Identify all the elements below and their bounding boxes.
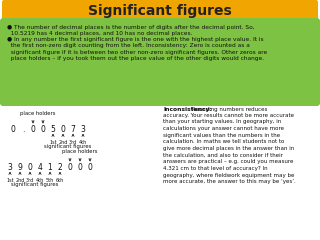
Text: significant figures: significant figures bbox=[44, 144, 92, 149]
Text: place holders: place holders bbox=[20, 111, 56, 116]
Text: 2nd: 2nd bbox=[15, 178, 25, 182]
Text: Rounding numbers reduces: Rounding numbers reduces bbox=[190, 107, 268, 112]
Text: 4th: 4th bbox=[79, 139, 87, 144]
Text: .: . bbox=[22, 126, 24, 134]
Text: 5: 5 bbox=[51, 126, 55, 134]
Text: 1st: 1st bbox=[49, 139, 57, 144]
FancyBboxPatch shape bbox=[2, 0, 318, 21]
Text: 1: 1 bbox=[48, 163, 52, 173]
Text: Significant figures: Significant figures bbox=[88, 4, 232, 18]
Text: place holders: place holders bbox=[62, 149, 98, 154]
FancyBboxPatch shape bbox=[0, 18, 320, 106]
Text: 0: 0 bbox=[31, 126, 36, 134]
Text: 6th: 6th bbox=[56, 178, 64, 182]
Text: 0: 0 bbox=[88, 163, 92, 173]
Text: 3rd: 3rd bbox=[26, 178, 34, 182]
Text: 2: 2 bbox=[58, 163, 62, 173]
Text: accuracy. Your results cannot be more accurate
than your starting values. In geo: accuracy. Your results cannot be more ac… bbox=[163, 113, 296, 184]
Text: 0: 0 bbox=[77, 163, 83, 173]
Text: 0: 0 bbox=[68, 163, 72, 173]
Text: 5th: 5th bbox=[46, 178, 54, 182]
Text: 3: 3 bbox=[8, 163, 12, 173]
Text: 7: 7 bbox=[71, 126, 76, 134]
Text: 1st: 1st bbox=[6, 178, 14, 182]
Text: ● The number of decimal places is the number of digits after the decimal point. : ● The number of decimal places is the nu… bbox=[7, 25, 255, 36]
Text: 0: 0 bbox=[41, 126, 45, 134]
Text: Inconsistency:: Inconsistency: bbox=[163, 107, 212, 112]
Text: 2nd: 2nd bbox=[58, 139, 68, 144]
Text: ● In any number the first significant figure is the one with the highest place v: ● In any number the first significant fi… bbox=[7, 37, 267, 61]
Text: 3rd: 3rd bbox=[69, 139, 77, 144]
Text: 4: 4 bbox=[37, 163, 43, 173]
Text: 9: 9 bbox=[18, 163, 22, 173]
Text: 3: 3 bbox=[81, 126, 85, 134]
Text: significant figures: significant figures bbox=[11, 182, 59, 187]
Text: 0: 0 bbox=[11, 126, 15, 134]
Text: 0: 0 bbox=[60, 126, 65, 134]
Text: 0: 0 bbox=[28, 163, 32, 173]
Text: 4th: 4th bbox=[36, 178, 44, 182]
